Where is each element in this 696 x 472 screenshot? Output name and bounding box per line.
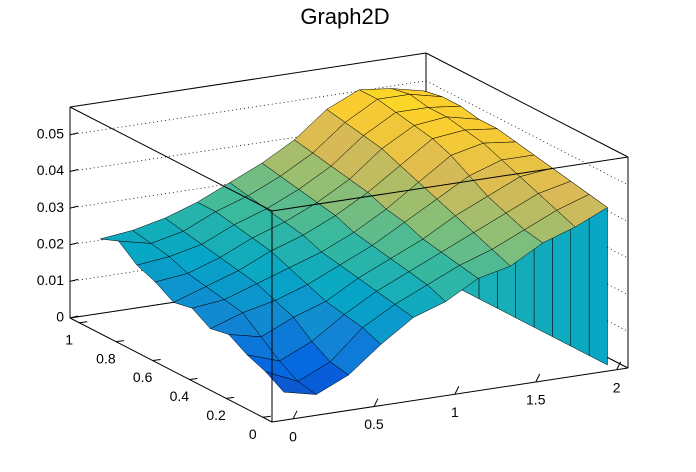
y-tick-label: 1 xyxy=(65,331,73,347)
y-tick xyxy=(226,396,235,399)
y-tick xyxy=(152,359,161,362)
z-tick-label: 0.04 xyxy=(37,162,64,178)
x-tick-label: 2 xyxy=(613,379,621,395)
y-tick xyxy=(189,377,198,380)
x-tick xyxy=(616,361,622,370)
grid-line xyxy=(69,80,629,186)
z-tick xyxy=(69,278,79,282)
x-tick-label: 0.5 xyxy=(364,416,384,432)
x-tick xyxy=(373,398,379,407)
box-edge xyxy=(271,367,629,423)
box-edge xyxy=(271,156,629,212)
z-tick xyxy=(69,132,79,136)
y-tick xyxy=(79,321,88,324)
z-tick-label: 0.05 xyxy=(37,126,64,142)
y-tick-label: 0.2 xyxy=(206,407,226,423)
box-edge xyxy=(69,317,273,423)
x-tick xyxy=(454,386,460,395)
x-tick-label: 1.5 xyxy=(526,392,546,408)
z-tick-label: 0.03 xyxy=(37,199,64,215)
x-tick-label: 0 xyxy=(289,429,297,445)
y-tick-label: 0.4 xyxy=(170,388,190,404)
z-tick-label: 0.02 xyxy=(37,235,64,251)
y-tick xyxy=(115,340,124,343)
box-edge xyxy=(425,52,629,158)
y-tick-label: 0 xyxy=(249,426,257,442)
x-tick xyxy=(535,373,541,383)
x-tick xyxy=(292,410,298,420)
z-tick xyxy=(69,315,79,319)
z-tick xyxy=(69,168,79,172)
y-tick-label: 0.6 xyxy=(133,369,153,385)
x-tick-label: 1 xyxy=(451,404,459,420)
z-tick-label: 0 xyxy=(56,309,64,325)
z-tick xyxy=(69,205,79,209)
chart-title: Graph2D xyxy=(300,4,389,29)
z-tick xyxy=(69,242,79,246)
z-tick-label: 0.01 xyxy=(37,272,64,288)
box-edge xyxy=(69,106,273,212)
box-edge xyxy=(69,52,427,108)
surface-skirt xyxy=(588,193,608,366)
y-tick-label: 0.8 xyxy=(96,350,116,366)
y-tick xyxy=(262,415,271,418)
